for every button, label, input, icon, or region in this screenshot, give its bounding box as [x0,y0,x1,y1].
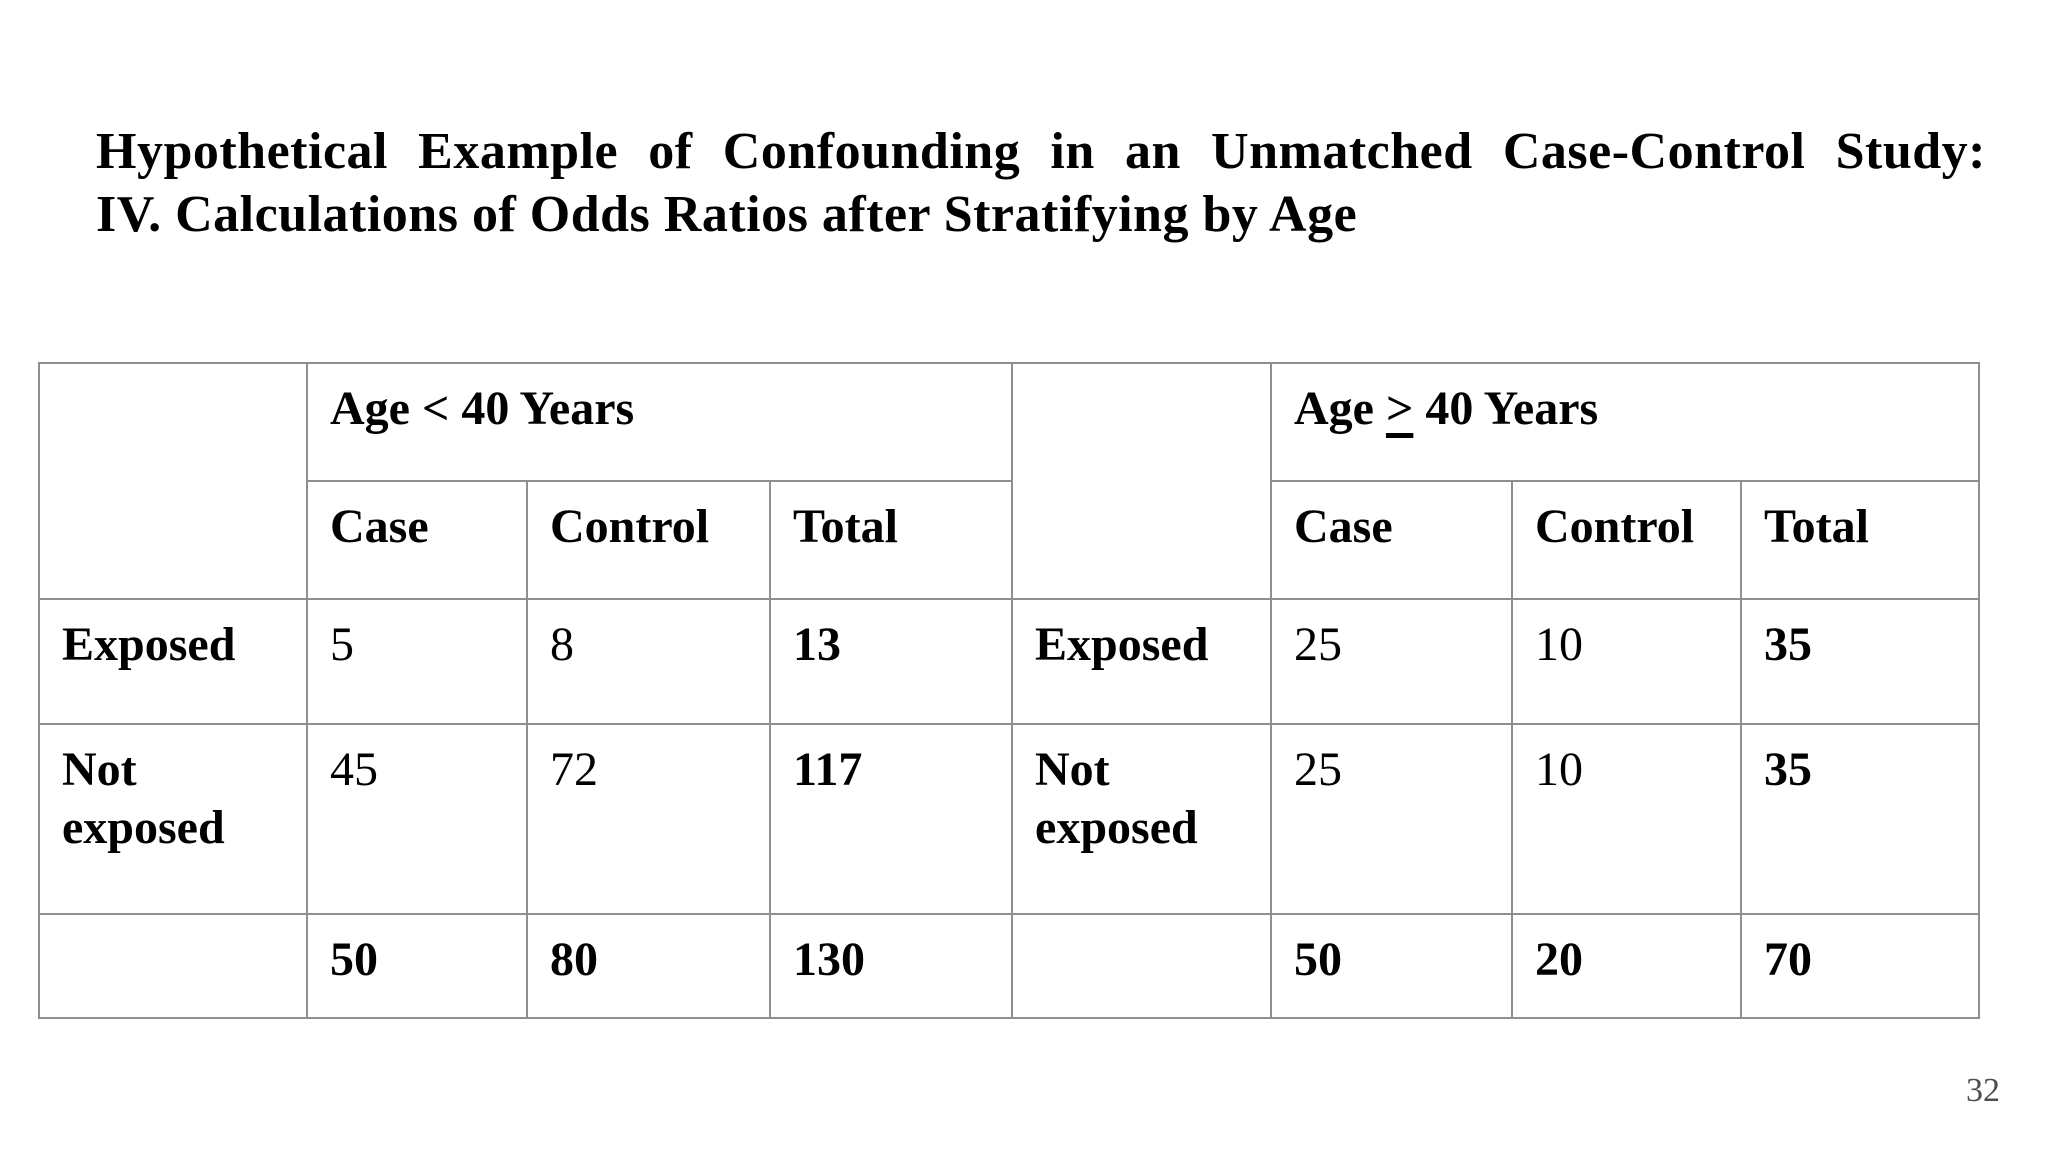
right-total-case: 50 [1270,913,1514,1019]
left-exposed-case: 5 [306,598,528,725]
right-total-overall: 70 [1740,913,1981,1019]
right-totals-label [1011,913,1273,1019]
right-exposed-case: 25 [1270,598,1514,725]
left-not-exposed-case: 45 [306,723,528,915]
slide-title-line2: IV. Calculations of Odds Ratios after St… [96,186,1358,244]
left-total-overall: 130 [768,913,1014,1019]
left-stub-cell [38,362,308,600]
left-row-label-exposed: Exposed [38,598,308,725]
table-row-column-headers: Case Control Total Case Control Total [39,480,1981,600]
right-total-control: 20 [1511,913,1743,1019]
slide-title-line1: Hypothetical Example of Confounding in a… [96,123,1986,180]
left-not-exposed-total: 117 [768,723,1014,915]
table-row-not-exposed: Not exposed 45 72 117 Not exposed 25 10 … [38,723,1981,915]
table-row-group-headers: Age < 40 Years Age > 40 Years [38,362,1981,600]
right-col-header-case: Case [1270,480,1514,600]
left-row-label-not-exposed: Not exposed [38,723,308,915]
greater-equal-symbol: > [1385,382,1414,435]
right-col-header-total: Total [1740,480,1981,600]
page-number: 32 [1966,1072,2000,1109]
right-col-header-control: Control [1511,480,1743,600]
left-total-case: 50 [306,913,528,1019]
left-col-header-case: Case [306,480,528,600]
left-col-header-total: Total [768,480,1014,600]
left-group-header: Age < 40 Years [305,362,1014,482]
left-totals-label [38,913,308,1019]
right-group-header-suffix: 40 Years [1413,382,1599,435]
right-not-exposed-control: 10 [1511,723,1743,915]
stratified-odds-ratio-table: Age < 40 Years Age > 40 Years Case Contr… [38,362,1981,1019]
right-group-header: Age > 40 Years [1270,362,1981,482]
slide-title: Hypothetical Example of Confounding in a… [96,120,1986,247]
table-row-exposed: Exposed 5 8 13 Exposed 25 10 35 [38,598,1981,725]
left-exposed-control: 8 [526,598,771,725]
right-row-label-exposed: Exposed [1011,598,1273,725]
right-exposed-control: 10 [1511,598,1743,725]
right-exposed-total: 35 [1740,598,1981,725]
left-total-control: 80 [526,913,771,1019]
left-not-exposed-control: 72 [526,723,771,915]
right-not-exposed-total: 35 [1740,723,1981,915]
right-stub-cell [1011,362,1273,600]
table-row-column-totals: 50 80 130 50 20 70 [38,913,1981,1019]
right-not-exposed-case: 25 [1270,723,1514,915]
right-group-header-prefix: Age [1294,382,1386,435]
left-exposed-total: 13 [768,598,1014,725]
left-col-header-control: Control [526,480,771,600]
right-row-label-not-exposed: Not exposed [1011,723,1273,915]
